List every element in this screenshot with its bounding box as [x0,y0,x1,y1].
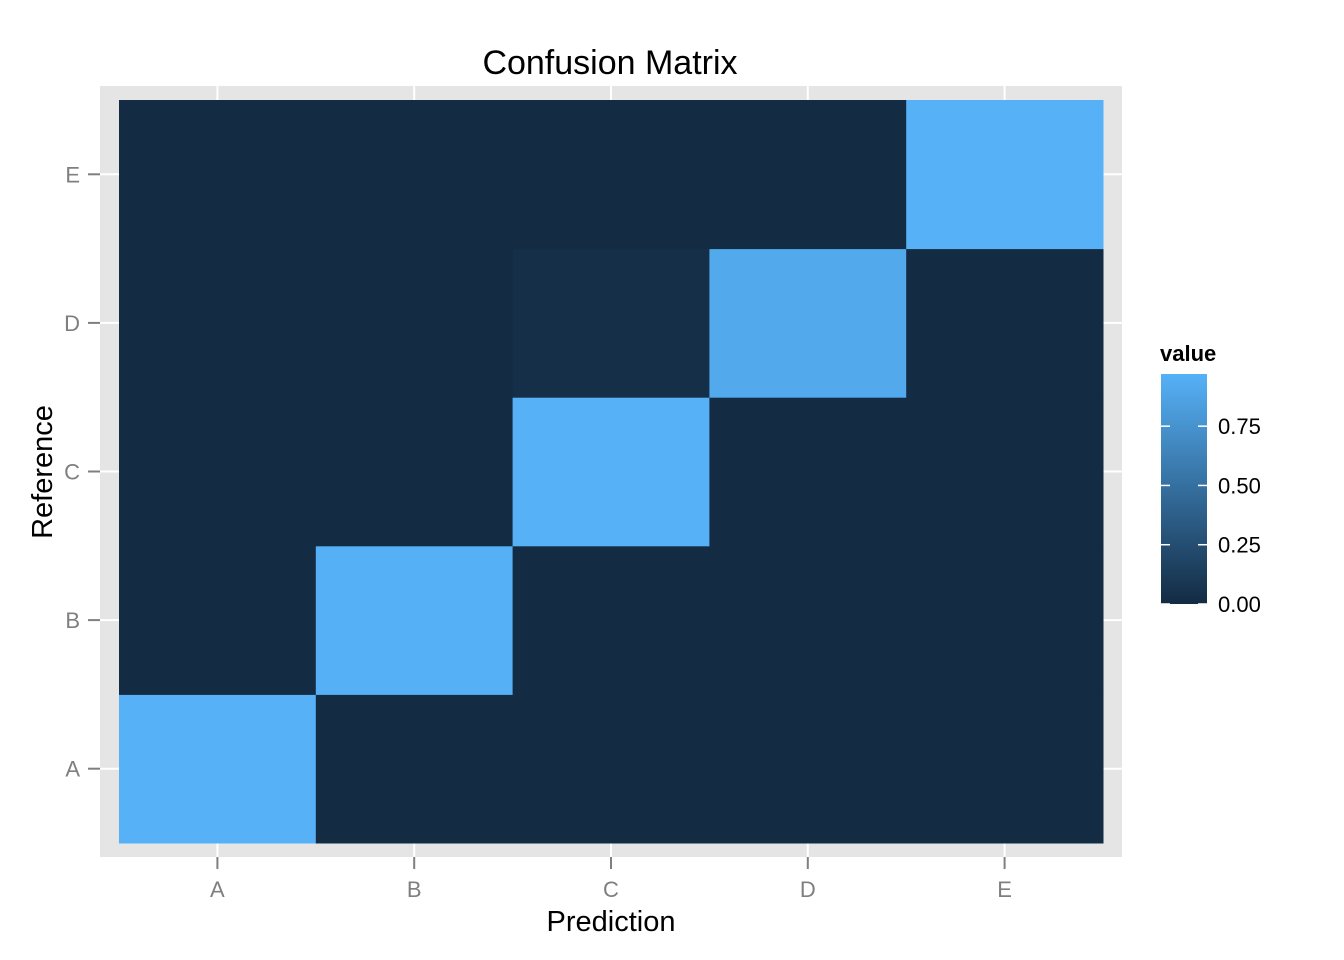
heatmap-cell-C-B [315,397,514,547]
legend-tick-label: 0.00 [1218,592,1261,617]
heatmap-cell-D-D [709,248,907,398]
heatmap-cell-E-E [906,100,1104,250]
heatmap-cell-B-B [315,545,514,695]
heatmap-cells [119,100,1104,844]
heatmap-cell-C-D [709,397,907,547]
heatmap-cell-A-E [906,694,1104,844]
heatmap-cell-E-D [709,100,907,250]
x-tick-label: D [800,877,816,902]
y-axis-title: Reference [27,405,59,539]
heatmap-cell-A-B [315,694,514,844]
x-tick-label: A [210,877,225,902]
y-tick-label: A [65,757,80,782]
heatmap-cell-A-A [119,694,317,844]
heatmap-cell-E-B [315,100,514,250]
heatmap-cell-E-A [119,100,317,250]
heatmap-cell-B-A [119,545,317,695]
legend-title: value [1160,341,1216,366]
heatmap-cell-D-A [119,248,317,398]
y-axis-ticks: A B C D E [64,162,100,782]
x-axis-ticks: A B C D E [210,857,1012,902]
heatmap-cell-D-B [315,248,514,398]
heatmap-cell-B-C [512,545,710,695]
y-tick-label: B [65,608,80,633]
heatmap-cell-B-D [709,545,907,695]
heatmap-cell-A-C [512,694,710,844]
y-tick-label: D [64,311,80,336]
legend-tick-label: 0.25 [1218,533,1261,558]
y-tick-label: E [65,162,80,187]
legend-tick-label: 0.50 [1218,473,1261,498]
x-tick-label: E [997,877,1012,902]
y-tick-label: C [64,460,80,485]
x-tick-label: B [407,877,422,902]
legend-ticks: 0.00 0.25 0.50 0.75 [1161,414,1261,617]
heatmap-cell-C-A [119,397,317,547]
heatmap-cell-A-D [709,694,907,844]
heatmap-cell-D-C [512,248,710,398]
heatmap-cell-C-E [906,397,1104,547]
legend-tick-label: 0.75 [1218,414,1261,439]
x-axis-title: Prediction [547,906,676,938]
chart-title: Confusion Matrix [482,44,737,82]
legend-color-bar [1161,374,1207,604]
heatmap-cell-C-C [512,397,710,547]
heatmap-cell-E-C [512,100,710,250]
heatmap-cell-D-E [906,248,1104,398]
heatmap-cell-B-E [906,545,1104,695]
x-tick-label: C [603,877,619,902]
color-legend: value 0.00 0.25 0.50 0.75 [1160,341,1261,617]
